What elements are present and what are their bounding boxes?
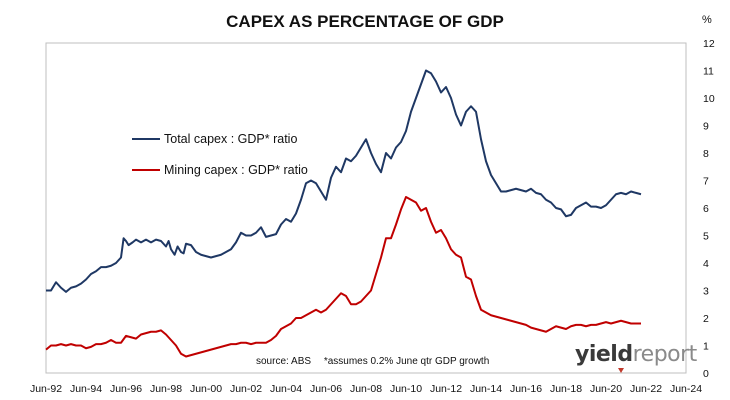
x-tick-label: Jun-98: [150, 383, 182, 395]
y-tick-label: 12: [703, 38, 715, 50]
x-tick-label: Jun-22: [630, 383, 662, 395]
y-tick-label: 3: [703, 286, 709, 298]
x-tick-label: Jun-00: [190, 383, 222, 395]
footnote-source: source: ABS: [256, 356, 312, 367]
logo-part2: report: [632, 342, 698, 367]
logo-marker-icon: [618, 368, 624, 373]
x-tick-label: Jun-06: [310, 383, 342, 395]
y-axis-unit: %: [702, 14, 712, 26]
y-tick-label: 8: [703, 148, 709, 160]
chart-title: CAPEX AS PERCENTAGE OF GDP: [226, 12, 504, 31]
yieldreport-logo: yieldreport: [575, 342, 697, 367]
y-tick-label: 7: [703, 176, 709, 188]
y-tick-label: 0: [703, 368, 709, 380]
x-tick-label: Jun-94: [70, 383, 102, 395]
chart-footnote: source: ABS *assumes 0.2% June qtr GDP g…: [256, 356, 499, 367]
legend-item-total: Total capex : GDP* ratio: [132, 132, 297, 146]
legend-swatch-total: [132, 137, 160, 141]
y-tick-label: 4: [703, 258, 709, 270]
y-tick-label: 11: [703, 66, 714, 78]
series-line-mining-capex: [45, 196, 641, 358]
logo-part1: yield: [575, 342, 633, 367]
x-tick-label: Jun-20: [590, 383, 622, 395]
x-tick-label: Jun-18: [550, 383, 582, 395]
legend-label-total: Total capex : GDP* ratio: [164, 132, 298, 146]
legend-label-mining: Mining capex : GDP* ratio: [164, 163, 308, 177]
y-tick-label: 10: [703, 93, 715, 105]
y-tick-label: 9: [703, 121, 709, 133]
y-tick-label: 1: [703, 341, 709, 353]
x-tick-label: Jun-10: [390, 383, 422, 395]
series-line-total-capex: [46, 69, 642, 293]
y-tick-label: 2: [703, 313, 709, 325]
x-tick-label: Jun-08: [350, 383, 382, 395]
x-tick-label: Jun-96: [110, 383, 142, 395]
x-tick-label: Jun-04: [270, 383, 302, 395]
x-tick-label: Jun-12: [430, 383, 462, 395]
y-tick-label: 6: [703, 203, 709, 215]
legend-item-mining: Mining capex : GDP* ratio: [132, 163, 308, 177]
x-tick-label: Jun-14: [470, 383, 502, 395]
x-tick-label: Jun-92: [30, 383, 62, 395]
plot-area-frame: [45, 42, 687, 374]
footnote-note: *assumes 0.2% June qtr GDP growth: [323, 356, 490, 367]
x-tick-label: Jun-16: [510, 383, 542, 395]
x-tick-label: Jun-02: [230, 383, 262, 395]
y-tick-label: 5: [703, 231, 709, 243]
x-tick-label: Jun-24: [670, 383, 702, 395]
legend-swatch-mining: [132, 168, 160, 172]
